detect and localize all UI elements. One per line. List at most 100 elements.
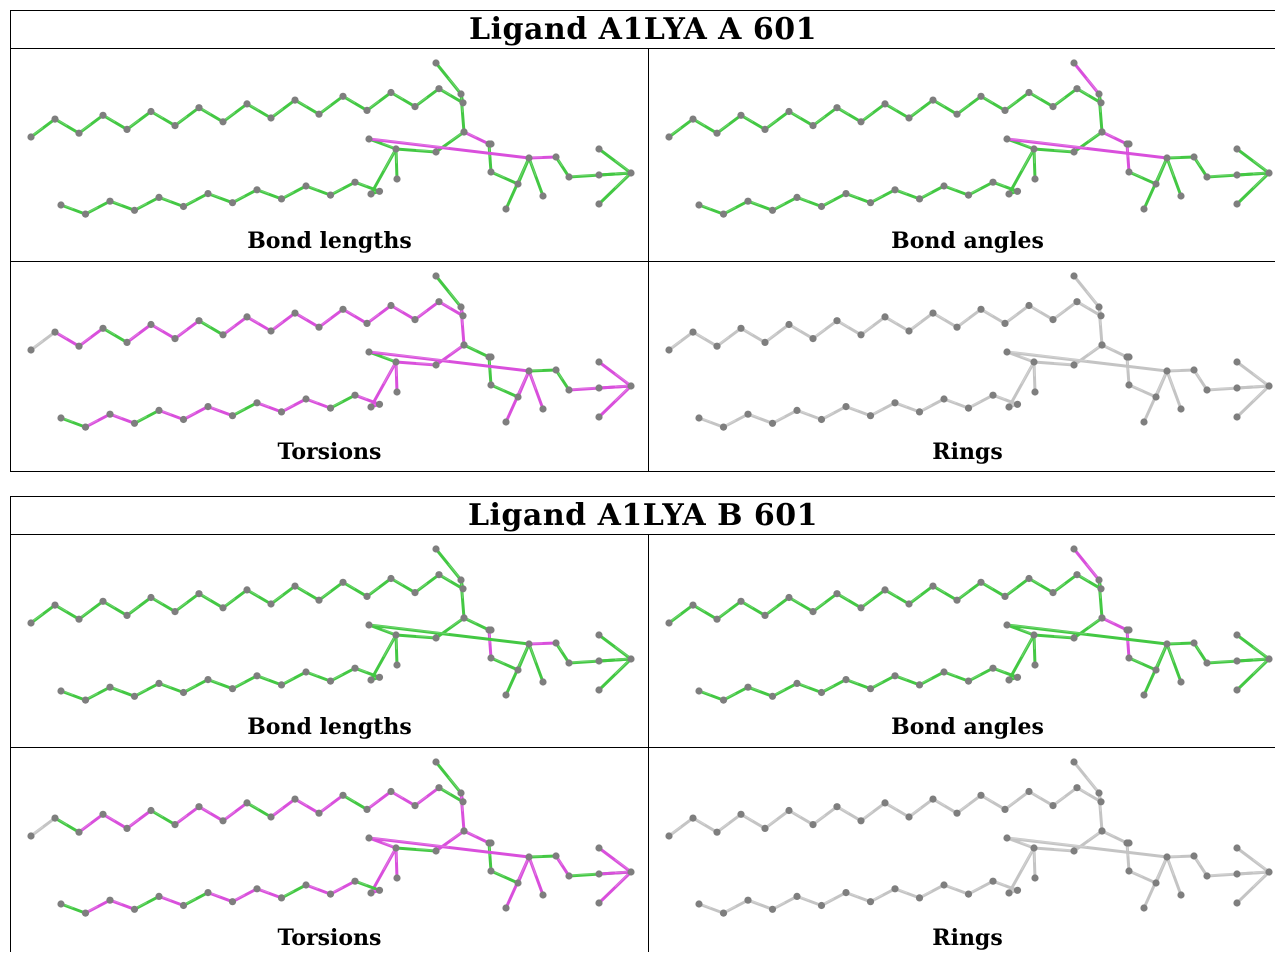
atom: [713, 129, 721, 137]
bond: [84, 685, 112, 702]
atom: [457, 789, 465, 797]
atom: [459, 99, 467, 107]
atom: [695, 201, 703, 209]
atom: [375, 187, 384, 195]
bond: [979, 94, 1007, 112]
atom: [219, 118, 227, 126]
bond: [597, 657, 633, 663]
atom: [881, 586, 889, 594]
atom: [1233, 171, 1241, 179]
atom: [565, 173, 573, 181]
bond: [53, 330, 81, 348]
bond: [437, 300, 465, 318]
bond: [795, 195, 823, 208]
bond: [955, 94, 983, 116]
bond: [133, 408, 161, 425]
bond: [771, 408, 799, 425]
bond: [293, 584, 321, 602]
atom: [1098, 614, 1106, 622]
bond: [1003, 91, 1031, 112]
bond: [1032, 633, 1037, 667]
atom: [1005, 676, 1013, 684]
bond: [883, 588, 911, 606]
atom: [539, 891, 547, 899]
atom: [57, 687, 65, 695]
bond: [317, 94, 345, 116]
bond: [820, 192, 848, 208]
atom: [219, 331, 227, 339]
bond: [1032, 846, 1037, 880]
bond-highlight: [383, 361, 397, 385]
atom: [487, 381, 495, 389]
bond-highlight: [1086, 290, 1100, 307]
atom: [817, 415, 826, 424]
bond: [597, 171, 633, 206]
bond: [967, 180, 995, 197]
atom: [1095, 789, 1103, 797]
atom: [302, 881, 310, 889]
bond: [231, 401, 259, 418]
atom: [665, 346, 673, 354]
atom: [277, 195, 286, 203]
atom: [1265, 382, 1273, 390]
bond: [739, 113, 767, 131]
bond: [394, 846, 438, 853]
atom: [1031, 388, 1039, 396]
bond-highlight: [368, 137, 450, 149]
bond: [869, 188, 897, 205]
bond: [697, 203, 725, 216]
atom: [291, 309, 299, 317]
atom: [891, 186, 899, 194]
bond: [527, 156, 545, 198]
atom: [502, 691, 510, 699]
atom: [267, 600, 275, 608]
atom: [1233, 899, 1241, 907]
panel-divider-vertical: [648, 49, 649, 471]
bond-highlight: [614, 859, 632, 872]
atom: [487, 168, 495, 176]
atom: [1030, 145, 1038, 153]
atom: [1233, 686, 1241, 694]
atom: [1190, 639, 1198, 647]
bond: [434, 61, 463, 96]
atom: [695, 687, 703, 695]
atom: [1030, 358, 1038, 366]
atom: [1265, 655, 1273, 663]
atom: [929, 96, 937, 104]
bond: [1032, 147, 1076, 154]
bond: [859, 315, 887, 337]
atom: [689, 328, 697, 336]
atom: [432, 634, 440, 642]
atom: [940, 668, 948, 676]
atom: [1031, 874, 1039, 882]
atom: [1013, 886, 1022, 894]
atom: [123, 611, 131, 619]
atom: [1095, 90, 1103, 98]
atom: [785, 320, 793, 329]
atom: [363, 106, 371, 114]
atom: [1163, 367, 1171, 375]
atom: [179, 688, 188, 697]
atom: [57, 201, 65, 209]
bond: [597, 384, 633, 390]
atom: [719, 423, 728, 431]
bond: [893, 188, 921, 201]
atom: [81, 909, 90, 917]
bond: [206, 192, 234, 205]
bond: [918, 184, 946, 201]
atom: [1097, 99, 1105, 107]
atom: [253, 186, 261, 194]
panel-label: Bond angles: [891, 228, 1044, 254]
bond: [991, 879, 1019, 892]
atom: [1005, 889, 1013, 897]
atom: [595, 384, 603, 392]
bond: [1192, 368, 1209, 392]
bond: [1235, 360, 1271, 388]
atom: [1177, 405, 1185, 413]
atom: [432, 59, 440, 67]
bond: [173, 592, 201, 614]
atom: [51, 601, 59, 609]
atom: [457, 90, 465, 98]
bond: [1007, 633, 1036, 682]
atom: [1031, 661, 1039, 669]
